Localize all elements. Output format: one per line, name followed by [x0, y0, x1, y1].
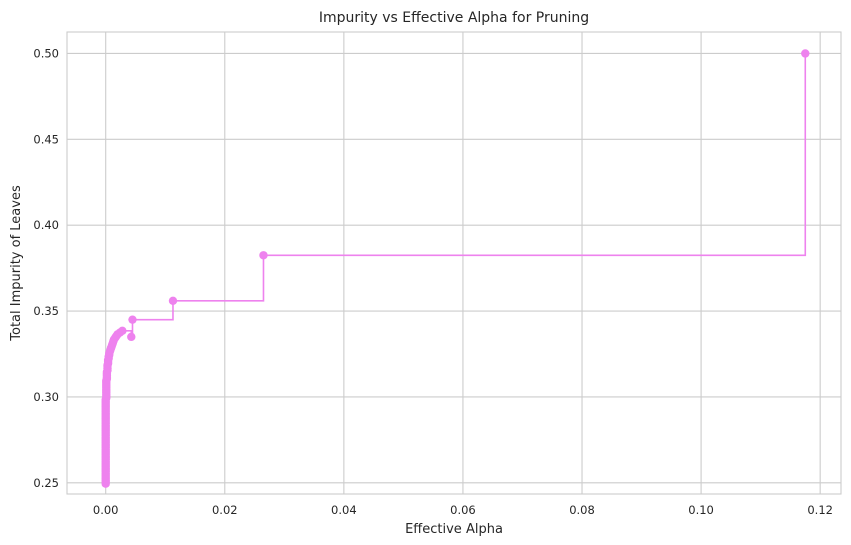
plot-frame	[66, 31, 842, 495]
data-point	[168, 296, 178, 305]
data-point	[259, 251, 268, 260]
x-tick-label: 0.08	[569, 503, 595, 517]
x-tick-label: 0.06	[450, 503, 476, 517]
x-tick-label: 0.04	[331, 503, 357, 517]
x-tick-label: 0.02	[212, 503, 238, 517]
y-tick-label: 0.50	[33, 46, 59, 60]
y-axis-label: Total Impurity of Leaves	[9, 185, 24, 342]
y-tick-label: 0.45	[33, 132, 59, 146]
y-tick-label: 0.25	[33, 476, 59, 490]
data-point	[128, 315, 137, 324]
x-tick-label: 0.12	[807, 503, 833, 517]
data-point	[801, 49, 810, 58]
grid-lines	[67, 32, 841, 494]
y-tick-label: 0.40	[33, 218, 59, 232]
x-tick-labels: 0.00 0.02 0.04 0.06 0.08 0.10 0.12	[93, 503, 833, 517]
chart-title: Impurity vs Effective Alpha for Pruning	[319, 10, 589, 26]
data-point	[118, 326, 127, 336]
data-series	[101, 49, 810, 488]
x-axis-label: Effective Alpha	[405, 522, 503, 537]
y-tick-label: 0.35	[33, 304, 59, 318]
data-point	[127, 332, 136, 342]
y-tick-labels: 0.25 0.30 0.35 0.40 0.45 0.50	[33, 46, 59, 489]
y-tick-label: 0.30	[33, 390, 59, 404]
x-tick-label: 0.00	[93, 503, 119, 517]
x-tick-label: 0.10	[688, 503, 714, 517]
